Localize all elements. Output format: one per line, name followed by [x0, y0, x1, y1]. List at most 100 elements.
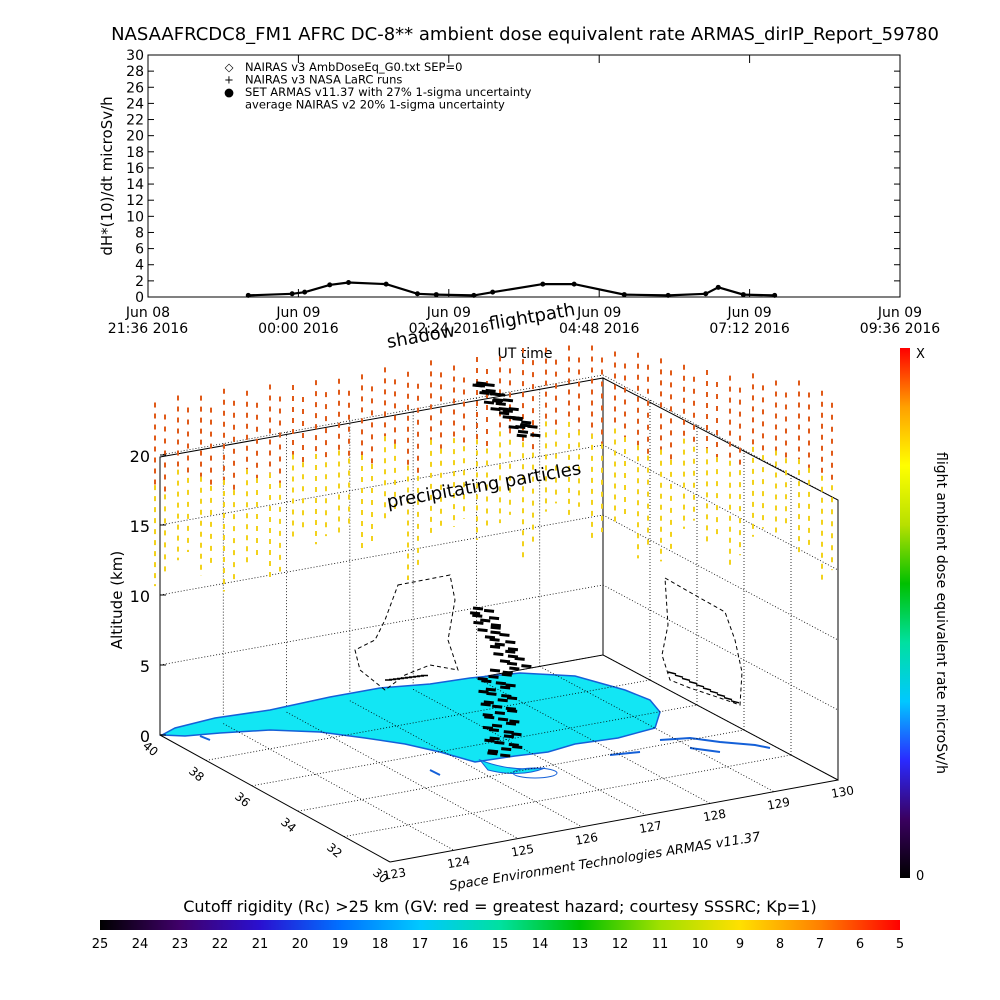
top-x-tick-time: 00:00 2016 [258, 321, 339, 337]
legend-entry: SET ARMAS v11.37 with 27% 1-sigma uncert… [245, 85, 532, 99]
top-x-tick-time: 21:36 2016 [108, 321, 189, 337]
floor-front-left-edge [159, 734, 391, 863]
floor-grid-line [539, 666, 775, 793]
flight-path-mark [490, 630, 501, 635]
shadow-mark [709, 690, 719, 694]
flight-path-mark [505, 721, 517, 726]
flight-path-mark [472, 613, 483, 618]
lon-tick-label: 123 [382, 865, 407, 883]
flight-path-mark [480, 618, 491, 623]
flight-path-mark [511, 732, 522, 737]
flight-path-mark [481, 679, 492, 684]
flight-path-mark [505, 649, 516, 654]
legend-marker: ● [224, 85, 234, 99]
flight-path-mark [476, 381, 487, 386]
flight-path-mark [507, 654, 519, 659]
flight-path-mark [503, 734, 515, 739]
coast-fragments [199, 735, 441, 776]
flight-path-mark [502, 670, 513, 675]
top-y-tick-label: 12 [126, 193, 144, 209]
flight-path-mark [499, 632, 510, 637]
flight-path-mark [489, 736, 500, 741]
top-y-tick-label: 22 [126, 113, 144, 129]
flight-path-mark [491, 399, 503, 404]
flight-path-mark [530, 433, 541, 438]
legend-entry: NAIRAS v3 AmbDoseEq_G0.txt SEP=0 [245, 60, 462, 74]
flight-path-mark [521, 664, 532, 669]
floor-grid-line [343, 754, 792, 837]
flight-path-mark [484, 715, 495, 720]
flight-path-mark [482, 725, 494, 730]
flight-path-mark [488, 674, 499, 679]
series-point [540, 281, 546, 287]
flight-path-mark [487, 749, 499, 754]
flight-path-mark [517, 429, 529, 434]
z-tick-label: 0 [140, 727, 150, 746]
flight-path-mark [499, 659, 511, 664]
series-point [490, 289, 496, 295]
series-point [703, 291, 709, 297]
flight-path-mark [498, 406, 509, 411]
flight-path-mark [494, 711, 506, 715]
top-y-tick-label: 4 [135, 258, 144, 274]
series-point [471, 292, 477, 298]
flight-path-mark [484, 738, 495, 743]
shadow-mark [730, 700, 740, 704]
flight-path-mark [502, 398, 514, 403]
shadow-mark [674, 674, 684, 678]
flight-path-mark [509, 719, 520, 724]
rigidity-ticks: 25 24 23 22 21 20 19 18 17 16 15 14 13 12 11 10 9 8 7 6 5 [92, 937, 904, 952]
shadow-mark [695, 684, 705, 688]
series-point [302, 289, 308, 295]
lat-tick-label: 32 [324, 840, 345, 861]
flight-path-mark [501, 694, 512, 698]
shadow-mark [723, 696, 733, 701]
flight-path-mark [507, 647, 519, 652]
flight-path-mark [514, 656, 525, 661]
flight-path-mark [495, 392, 506, 397]
series-point [571, 281, 577, 287]
flight-path-mark [472, 383, 483, 388]
rigidity-tick-label: 25 [92, 937, 109, 952]
z-grid-line [159, 374, 839, 501]
lon-tick-label: 124 [446, 853, 471, 871]
top-y-tick-label: 26 [126, 80, 144, 96]
top-x-axis-label: UT time [498, 346, 553, 362]
flight-path-mark [512, 745, 523, 749]
dose-colorbar-label: flight ambient dose equivalent rate micr… [933, 452, 949, 774]
z-grid-line [159, 584, 839, 711]
shadow-mark [716, 693, 726, 698]
z-tick-label: 20 [130, 447, 150, 466]
top-y-tick-label: 24 [126, 96, 144, 112]
lat-tick-label: 38 [186, 764, 207, 785]
flight-path-mark [497, 698, 508, 703]
top-x-tick-date: Jun 09 [576, 305, 621, 321]
flight-path [469, 381, 541, 758]
flight-path-mark [483, 700, 494, 705]
rigidity-bar-fill [100, 920, 900, 930]
flight-path-mark [500, 753, 511, 758]
top-y-tick-label: 18 [126, 145, 144, 161]
top-y-tick-label: 2 [135, 274, 144, 290]
box3d: flightpath shadow precipitating particle… [108, 299, 855, 894]
z-ticks: 0 5 10 15 20 [130, 447, 166, 746]
shadow-left-wall [354, 574, 459, 691]
flight-path-mark [527, 424, 538, 429]
z-tick-label: 15 [130, 517, 150, 536]
lon-tick-label: 127 [638, 818, 663, 836]
rigidity-colorbar: Cutoff rigidity (Rc) >25 km (GV: red = g… [92, 897, 904, 952]
rigidity-tick-label: 22 [212, 937, 229, 952]
top-y-tick-label: 0 [135, 290, 144, 306]
top-y-tick-label: 20 [126, 129, 144, 145]
flight-path-mark [469, 611, 481, 616]
floor-grid-line [286, 711, 519, 839]
shadow-marks [385, 671, 740, 704]
z-tick-label: 5 [140, 657, 150, 676]
rigidity-tick-label: 24 [132, 937, 149, 952]
flight-path-mark [494, 740, 505, 745]
rigidity-tick-label: 17 [412, 937, 429, 952]
top-legend: ◇ NAIRAS v3 AmbDoseEq_G0.txt SEP=0 + NAIRAS… [224, 60, 532, 112]
island-shape [478, 758, 546, 774]
flight-path-mark [509, 666, 520, 671]
